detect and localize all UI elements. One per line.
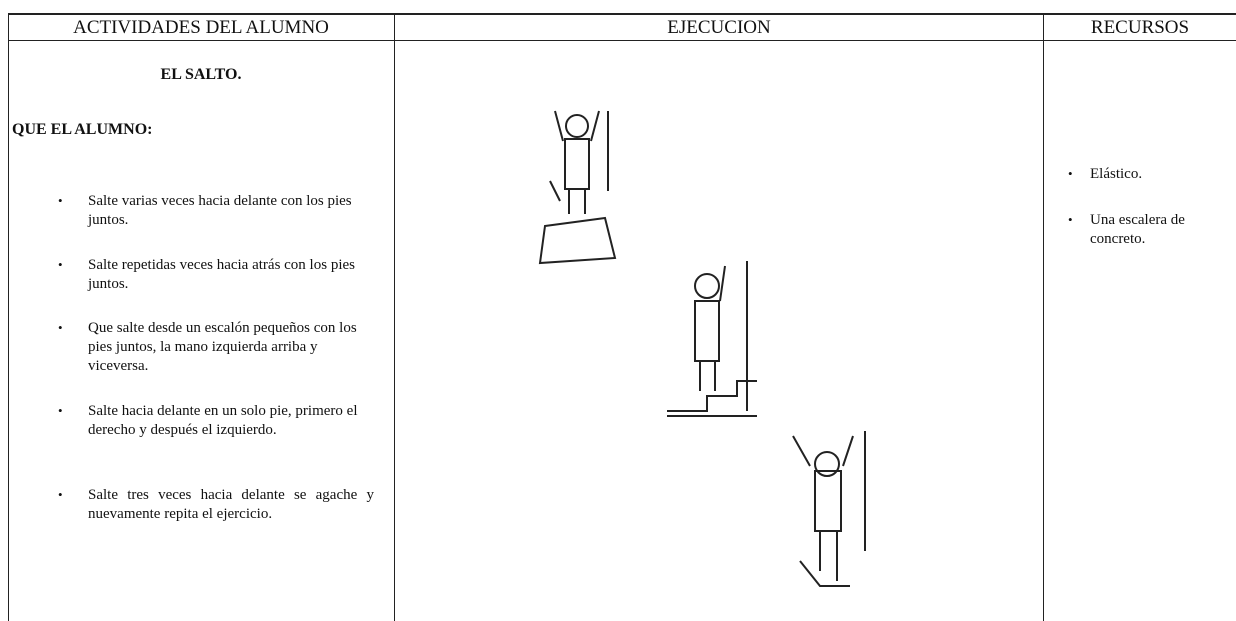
intro: QUE EL ALUMNO: [12, 121, 153, 138]
table-border [8, 40, 1236, 41]
bullet: • [1068, 212, 1073, 227]
table-border [8, 13, 1236, 15]
bullet: • [58, 257, 63, 272]
list-item: Salte hacia delante en un solo pie, prim… [88, 403, 358, 438]
bullet: • [58, 320, 63, 335]
bullet: • [58, 403, 63, 418]
bullet: • [1068, 166, 1073, 181]
list-item: Salte varias veces hacia delante con los… [88, 193, 352, 228]
list-item: Salte repetidas veces hacia atrás con lo… [88, 257, 355, 292]
figure [538, 110, 617, 265]
table-border [394, 13, 395, 621]
list-item: Elástico. [1090, 166, 1143, 182]
list-item: Que salte desde un escalón pequeños con … [88, 320, 357, 374]
column-header: EJECUCION [667, 17, 771, 38]
figure [667, 261, 757, 417]
column-header: ACTIVIDADES DEL ALUMNO [73, 17, 329, 38]
bullet: • [58, 487, 63, 502]
table-border [1043, 13, 1044, 621]
column-header: RECURSOS [1090, 17, 1190, 38]
figure [792, 431, 866, 587]
illustrations [538, 110, 866, 587]
bullet: • [58, 193, 63, 208]
list-item: Una escalera de concreto. [1090, 212, 1185, 247]
table-border [8, 13, 9, 621]
section-title: EL SALTO. [160, 66, 242, 83]
list-item: Salte tres veces hacia delante se agache… [88, 487, 374, 522]
